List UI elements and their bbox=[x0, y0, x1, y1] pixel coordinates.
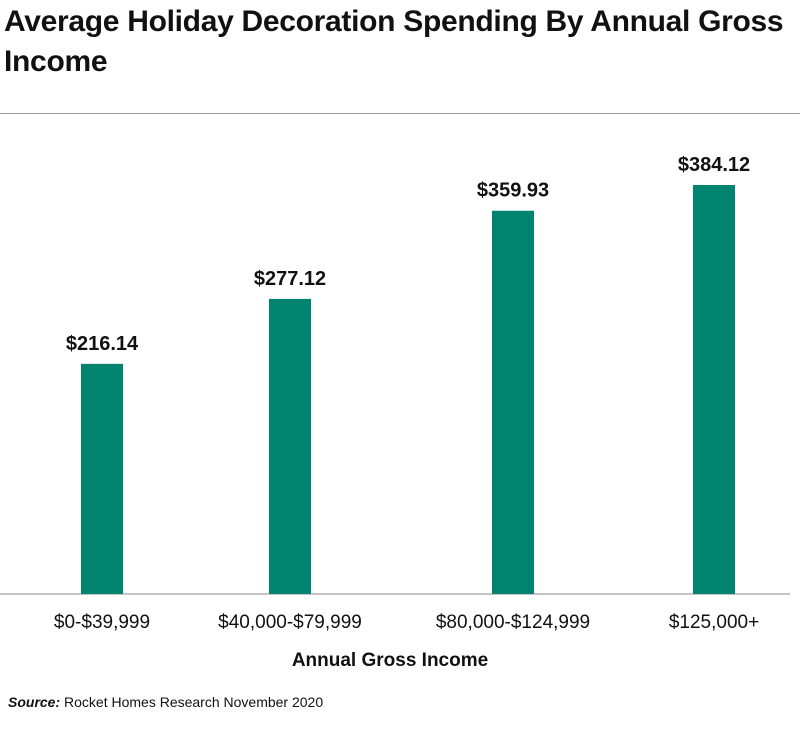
x-tick-label-1: $0-$39,999 bbox=[54, 612, 150, 633]
bar-1 bbox=[81, 363, 123, 594]
source-text: Rocket Homes Research November 2020 bbox=[64, 694, 324, 710]
source-note: Source: Rocket Homes Research November 2… bbox=[8, 694, 323, 710]
x-tick-label-2: $40,000-$79,999 bbox=[218, 612, 362, 633]
bar-value-label-1: $216.14 bbox=[66, 333, 139, 355]
x-tick-label-3: $80,000-$124,999 bbox=[436, 612, 590, 633]
source-label: Source: bbox=[8, 694, 61, 710]
bar-4 bbox=[693, 184, 735, 594]
bar-value-label-3: $359.93 bbox=[477, 180, 549, 202]
x-axis-title: Annual Gross Income bbox=[291, 650, 489, 671]
bars-group: $216.14 $0-$39,999 $277.12 $40,000-$79,999 $… bbox=[54, 154, 759, 633]
x-tick-label-4: $125,000+ bbox=[669, 612, 759, 633]
bar-3 bbox=[492, 210, 534, 594]
bar-2 bbox=[269, 298, 311, 594]
title-divider bbox=[0, 113, 800, 114]
bar-value-label-2: $277.12 bbox=[254, 268, 326, 290]
bar-value-label-4: $384.12 bbox=[678, 154, 750, 176]
chart-title: Average Holiday Decoration Spending By A… bbox=[4, 5, 784, 78]
